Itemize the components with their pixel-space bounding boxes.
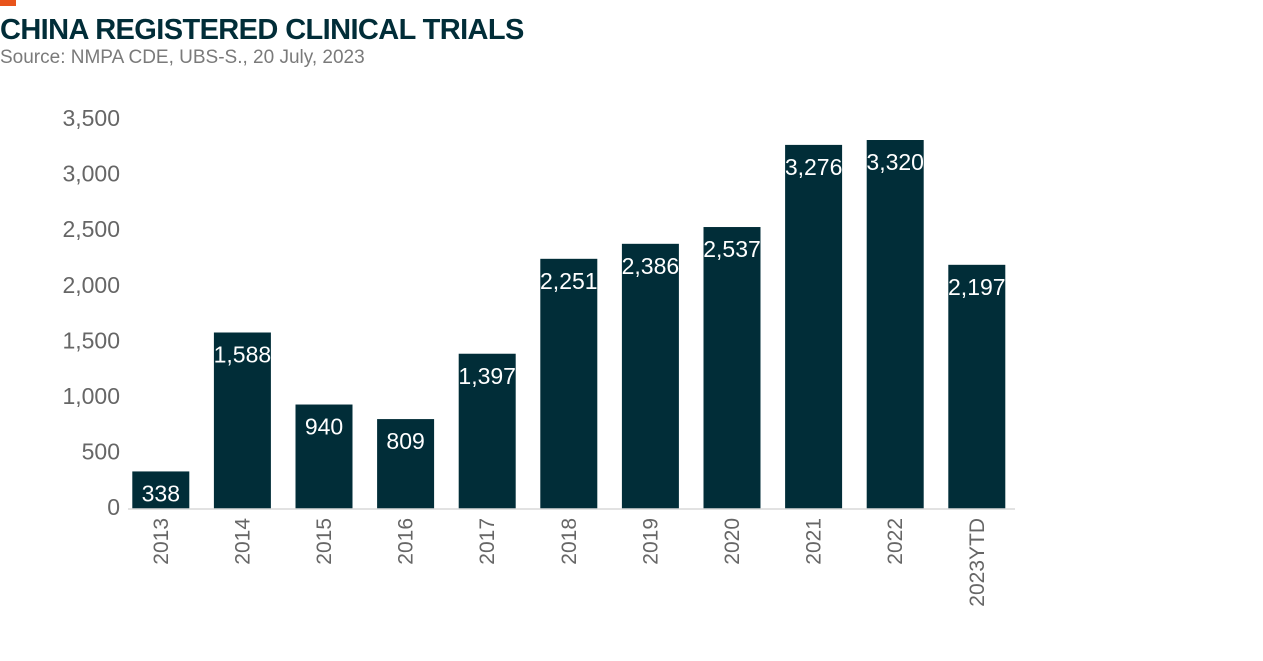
x-tick-label-2013: 2013 bbox=[150, 518, 173, 565]
x-tick-label-2023YTD: 2023YTD bbox=[966, 518, 989, 607]
y-tick-label: 500 bbox=[82, 439, 120, 465]
data-label-2022: 3,320 bbox=[866, 149, 924, 175]
chart-subtitle: Source: NMPA CDE, UBS-S., 20 July, 2023 bbox=[0, 47, 365, 68]
y-tick-label: 0 bbox=[107, 494, 120, 520]
bar-2019 bbox=[621, 243, 679, 509]
data-label-2014: 1,588 bbox=[214, 342, 272, 368]
bar-2021 bbox=[785, 144, 843, 509]
data-label-2021: 3,276 bbox=[785, 154, 843, 180]
x-tick-label-2016: 2016 bbox=[395, 518, 418, 565]
data-label-2023YTD: 2,197 bbox=[948, 274, 1006, 300]
bar-2018 bbox=[540, 258, 598, 509]
x-tick-label-2019: 2019 bbox=[639, 518, 662, 565]
bar-2017 bbox=[458, 353, 516, 509]
x-tick-label-2022: 2022 bbox=[884, 518, 907, 565]
x-tick-label-2017: 2017 bbox=[476, 518, 499, 565]
accent-mark bbox=[0, 0, 16, 6]
chart-title: CHINA REGISTERED CLINICAL TRIALS bbox=[0, 14, 524, 46]
bars bbox=[132, 140, 1006, 509]
bar-2023YTD bbox=[948, 264, 1006, 509]
x-tick-label-2021: 2021 bbox=[803, 518, 826, 565]
data-label-2013: 338 bbox=[142, 481, 180, 507]
bar-2014 bbox=[213, 332, 271, 509]
data-label-2015: 940 bbox=[305, 414, 343, 440]
data-label-2020: 2,537 bbox=[703, 236, 761, 262]
x-tick-label-2020: 2020 bbox=[721, 518, 744, 565]
x-tick-label-2018: 2018 bbox=[558, 518, 581, 565]
data-label-2017: 1,397 bbox=[458, 363, 516, 389]
x-tick-label-2015: 2015 bbox=[313, 518, 336, 565]
data-label-2018: 2,251 bbox=[540, 268, 598, 294]
y-axis: 0 500 1,000 1,500 2,000 2,500 3,000 3,500 bbox=[62, 105, 120, 520]
x-tick-label-2014: 2014 bbox=[231, 518, 254, 565]
data-label-2016: 809 bbox=[386, 428, 424, 454]
bar-2013 bbox=[132, 471, 190, 509]
data-label-2019: 2,386 bbox=[622, 253, 680, 279]
bar-2020 bbox=[703, 227, 761, 509]
x-axis: 2013 2014 2015 2016 2017 2018 2019 2020 2021 2022… bbox=[150, 518, 989, 607]
bar-2022 bbox=[866, 140, 924, 509]
y-tick-label: 2,000 bbox=[62, 272, 120, 298]
y-tick-label: 3,500 bbox=[62, 105, 120, 131]
y-tick-label: 2,500 bbox=[62, 216, 120, 242]
y-tick-label: 1,000 bbox=[62, 383, 120, 409]
data-labels: 338 1,588 940 809 1,397 2,251 2,386 2,537 3,276 3… bbox=[142, 149, 1006, 506]
bar-2016 bbox=[377, 419, 435, 509]
bar-2015 bbox=[295, 404, 353, 509]
y-tick-label: 3,000 bbox=[62, 161, 120, 187]
y-tick-label: 1,500 bbox=[62, 327, 120, 353]
